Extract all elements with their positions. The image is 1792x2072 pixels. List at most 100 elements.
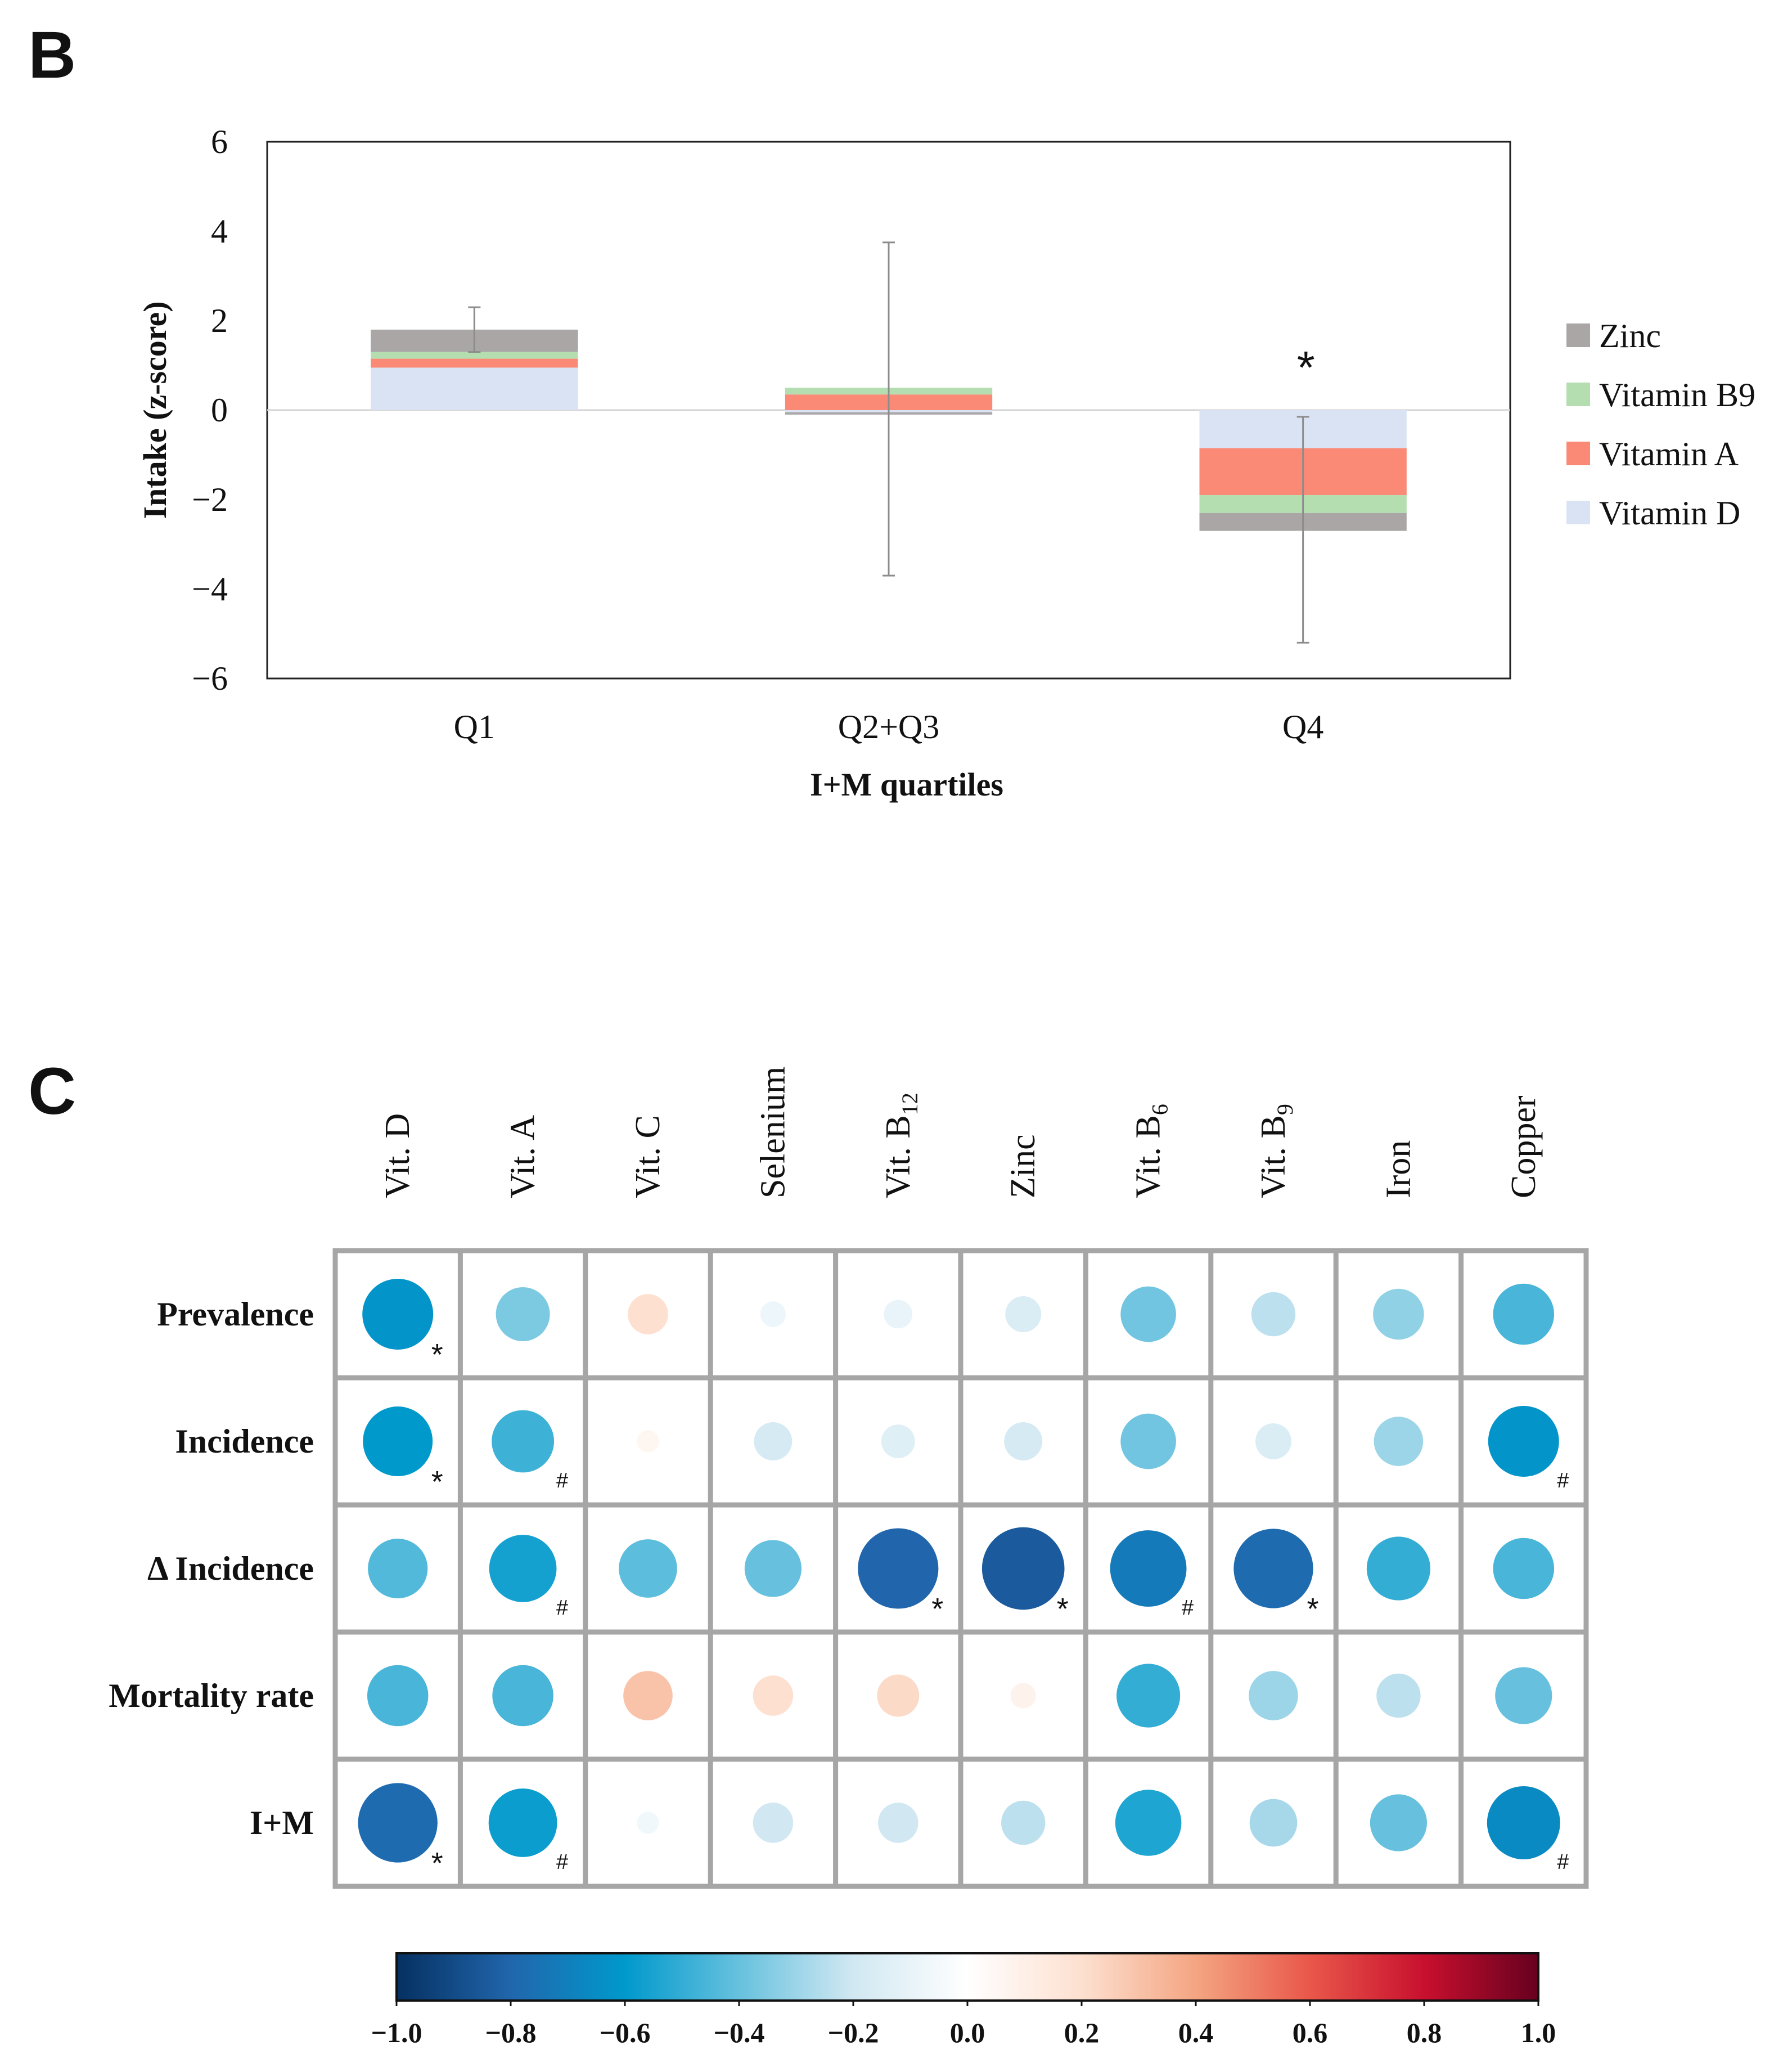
- correlation-circle-mortality-rate-iron: [1376, 1673, 1421, 1718]
- significance-hash: #: [556, 1850, 568, 1874]
- significance-asterisk: *: [431, 1846, 443, 1880]
- y-tick-labels: 6 4 2 0 −2 −4 −6: [192, 123, 228, 697]
- significance-asterisk: *: [431, 1338, 443, 1372]
- colorbar-tick-label: −0.2: [828, 2017, 879, 2048]
- correlation-circle-prevalence-vit-d: [362, 1279, 434, 1350]
- colorbar: −1.0 −0.8 −0.6 −0.4 −0.2 0.0 0.2 0.4 0.6 0.8 1.0: [371, 1952, 1556, 2048]
- colorbar-tick-label: 0.8: [1407, 2017, 1442, 2048]
- correlation-circle-incidence-vit-b12: [881, 1424, 915, 1458]
- y-tick-label: 6: [211, 123, 228, 160]
- colorbar-tick-label: −0.4: [714, 2017, 765, 2048]
- correlation-circle-incidence-iron: [1366, 1536, 1430, 1601]
- legend-swatch: [1566, 383, 1590, 406]
- column-label-vit-d: Vit. D: [379, 1113, 417, 1198]
- correlation-circle-mortality-rate-zinc: [1010, 1683, 1036, 1709]
- error-bar-q4: [1296, 416, 1309, 644]
- correlation-circle-i-m-vit-a: [488, 1788, 557, 1857]
- column-label-vit-b12: Vit. B12: [879, 1093, 922, 1198]
- row-label-incidence: Δ Incidence: [147, 1550, 314, 1587]
- legend-item-vitamin-b9: Vitamin B9: [1566, 376, 1755, 413]
- y-tick-label: 2: [211, 302, 228, 339]
- legend-label: Vitamin A: [1599, 435, 1739, 473]
- y-axis-title: Intake (z-score): [137, 301, 173, 519]
- x-axis-title: I+M quartiles: [810, 766, 1003, 803]
- significance-asterisk: *: [1057, 1592, 1069, 1626]
- column-label-selenium: Selenium: [754, 1067, 792, 1198]
- correlation-circle-incidence-zinc: [981, 1527, 1065, 1610]
- row-label-mortality-rate: Mortality rate: [109, 1677, 314, 1714]
- bar-vitamin-a-q1: [371, 358, 578, 368]
- correlation-circle-prevalence-vit-b6: [1120, 1286, 1176, 1342]
- correlation-circle-incidence-vit-a: [492, 1410, 555, 1473]
- correlation-circle-incidence-selenium: [754, 1422, 793, 1460]
- correlation-circle-prevalence-vit-a: [496, 1287, 550, 1341]
- colorbar-tick-label: −0.6: [600, 2017, 651, 2048]
- correlation-circle-i-m-iron: [1370, 1794, 1427, 1851]
- colorbar-tick-label: 0.2: [1064, 2017, 1100, 2048]
- correlation-circle-i-m-copper: [1487, 1786, 1560, 1859]
- correlation-circle-prevalence-vit-b9: [1251, 1292, 1296, 1337]
- legend-label: Zinc: [1599, 317, 1661, 354]
- y-tick-label: −6: [192, 660, 228, 697]
- correlation-circle-i-m-vit-d: [358, 1783, 438, 1863]
- significance-hash: #: [1182, 1596, 1194, 1620]
- row-label-i-m: I+M: [250, 1804, 314, 1841]
- correlation-circle-i-m-vit-b6: [1115, 1790, 1182, 1856]
- correlation-circle-incidence-vit-b9: [1233, 1529, 1313, 1608]
- correlation-circle-prevalence-vit-b12: [884, 1300, 913, 1329]
- heatmap-grid: * * # # # * * # * * # #: [332, 1248, 1589, 1889]
- panel-c-correlation-heatmap: Vit. D Vit. A Vit. C Selenium Vit. B12 Zinc Vi…: [109, 1067, 1589, 2048]
- row-label-prevalence: Prevalence: [157, 1296, 314, 1333]
- correlation-circle-mortality-rate-vit-b9: [1249, 1671, 1298, 1720]
- correlation-circle-prevalence-vit-c: [628, 1294, 668, 1334]
- x-tick-labels: Q1 Q2+Q3 Q4: [454, 708, 1324, 745]
- correlation-circle-i-m-vit-b9: [1249, 1799, 1298, 1847]
- x-tick-label-q2-q3: Q2+Q3: [838, 708, 940, 745]
- correlation-circle-i-m-vit-c: [637, 1812, 659, 1834]
- column-label-vit-a: Vit. A: [504, 1115, 542, 1198]
- bar-vitamin-d-q1: [371, 367, 578, 410]
- significance-hash: #: [1557, 1469, 1569, 1493]
- legend-swatch: [1566, 442, 1590, 465]
- significance-asterisk: *: [431, 1465, 443, 1499]
- y-tick-label: −2: [192, 481, 228, 518]
- correlation-circle-mortality-rate-vit-b6: [1116, 1664, 1181, 1728]
- legend-label: Vitamin B9: [1599, 376, 1755, 413]
- correlation-circle-i-m-selenium: [753, 1803, 794, 1843]
- legend: Zinc Vitamin B9 Vitamin A Vitamin D: [1566, 317, 1755, 532]
- significance-asterisk: *: [931, 1592, 943, 1626]
- correlation-circle-prevalence-selenium: [760, 1301, 786, 1327]
- correlation-circle-incidence-vit-c: [637, 1430, 659, 1453]
- colorbar-tick-label: −0.8: [485, 2017, 537, 2048]
- panel-letter-c: C: [28, 1054, 76, 1129]
- correlation-circle-incidence-vit-b6: [1120, 1413, 1176, 1469]
- correlation-circle-mortality-rate-vit-d: [367, 1665, 429, 1727]
- correlation-circle-incidence-zinc: [1004, 1422, 1043, 1460]
- panel-letter-b: B: [28, 18, 76, 92]
- correlation-circle-incidence-vit-b6: [1110, 1530, 1187, 1607]
- correlation-circle-incidence-vit-c: [619, 1539, 677, 1598]
- colorbar-tick-label: −1.0: [371, 2017, 422, 2048]
- column-label-copper: Copper: [1505, 1095, 1543, 1198]
- column-labels: Vit. D Vit. A Vit. C Selenium Vit. B12 Zinc Vi…: [379, 1067, 1543, 1198]
- error-bar-q2-q3: [883, 241, 895, 577]
- column-label-zinc: Zinc: [1004, 1134, 1042, 1198]
- y-tick-label: 4: [211, 213, 228, 250]
- legend-swatch: [1566, 501, 1590, 524]
- column-label-iron: Iron: [1379, 1140, 1417, 1198]
- colorbar-tick-label: 0.4: [1178, 2017, 1214, 2048]
- x-tick-label-q4: Q4: [1282, 708, 1323, 745]
- legend-swatch: [1566, 323, 1590, 347]
- significance-hash: #: [556, 1469, 568, 1493]
- column-label-vit-b6: Vit. B6: [1129, 1104, 1173, 1198]
- correlation-circle-incidence-vit-b9: [1255, 1423, 1291, 1459]
- significance-asterisk: *: [1307, 1592, 1318, 1626]
- correlation-circle-mortality-rate-selenium: [753, 1675, 794, 1716]
- column-label-vit-b9: Vit. B9: [1254, 1104, 1298, 1198]
- correlation-circle-prevalence-copper: [1493, 1283, 1555, 1345]
- y-tick-label: 0: [211, 392, 228, 429]
- panel-b-stacked-bar-chart: 6 4 2 0 −2 −4 −6 Q1 Q2+Q3 Q4 * I+M quartiles Int…: [137, 123, 1755, 803]
- correlation-circle-mortality-rate-copper: [1495, 1667, 1552, 1724]
- error-bar-q1: [468, 306, 481, 353]
